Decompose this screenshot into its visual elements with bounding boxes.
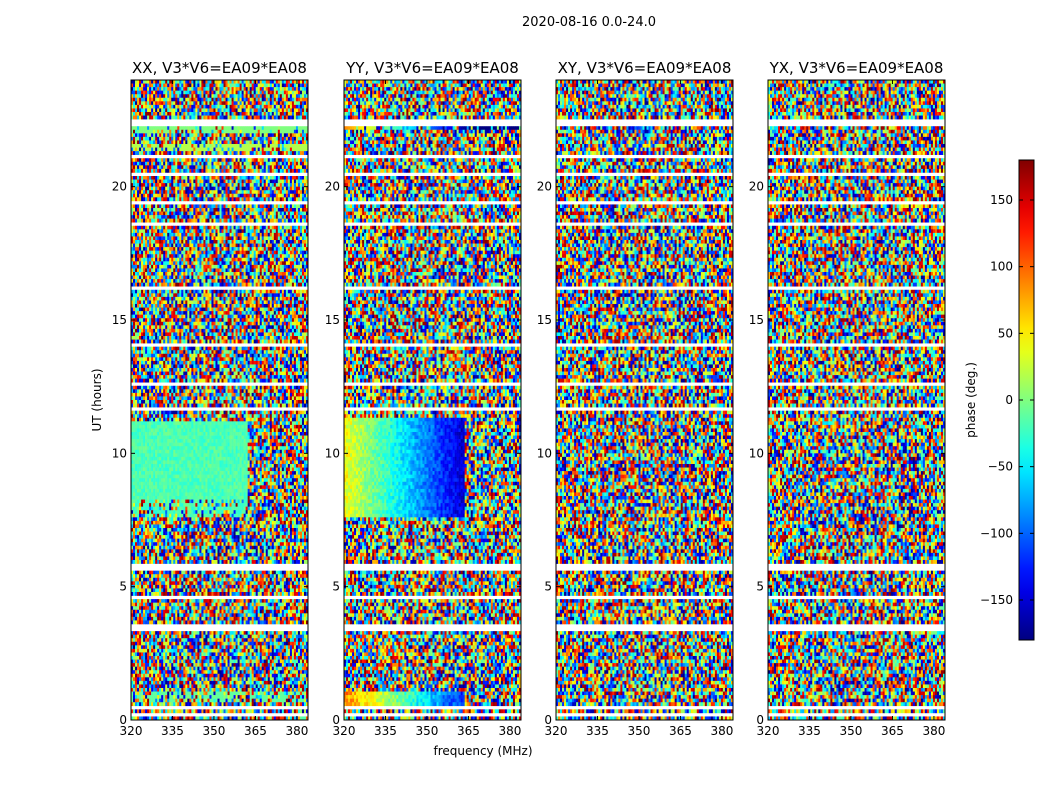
x-tick-label: 335	[374, 724, 397, 738]
x-tick-label: 335	[586, 724, 609, 738]
y-tick-label: 20	[325, 180, 340, 194]
panel-frame	[555, 79, 734, 721]
colorbar: 150 100 50 0 −50 −100 −150	[980, 159, 1035, 641]
colorbar-tick-label: −100	[980, 526, 1013, 540]
x-tick-label: 335	[798, 724, 821, 738]
x-tick-label: 380	[498, 724, 521, 738]
x-tick-label: 380	[285, 724, 308, 738]
panels: XX, V3*V6=EA09*EA08 320 335 350 365 380 0 5 10 15…	[112, 59, 946, 738]
y-tick-label: 0	[332, 713, 340, 727]
y-tick-label: 15	[537, 313, 552, 327]
y-tick-label: 10	[537, 446, 552, 460]
y-tick-label: 10	[749, 446, 764, 460]
x-tick-label: 335	[161, 724, 184, 738]
panel-title: XX, V3*V6=EA09*EA08	[132, 59, 307, 77]
y-tick-label: 0	[756, 713, 764, 727]
x-tick-label: 365	[244, 724, 267, 738]
panel-0: XX, V3*V6=EA09*EA08 320 335 350 365 380 0 5 10 15…	[112, 59, 309, 738]
x-tick-label: 350	[628, 724, 651, 738]
panel-frame	[343, 79, 522, 721]
y-tick-label: 20	[749, 180, 764, 194]
panel-title: YX, V3*V6=EA09*EA08	[769, 59, 944, 77]
x-tick-label: 320	[757, 724, 780, 738]
panel-heatmap	[131, 80, 308, 720]
x-tick-label: 365	[881, 724, 904, 738]
x-axis-label: frequency (MHz)	[433, 744, 532, 758]
colorbar-tick-label: 150	[990, 193, 1013, 207]
colorbar-label: phase (deg.)	[964, 362, 978, 438]
y-tick-label: 5	[544, 580, 552, 594]
panel-3: YX, V3*V6=EA09*EA08 320 335 350 365 380 0 5 10 15…	[749, 59, 946, 738]
panel-heatmap	[556, 80, 733, 720]
figure-suptitle: 2020-08-16 0.0-24.0	[522, 15, 656, 30]
x-tick-label: 320	[545, 724, 568, 738]
colorbar-tick-label: 100	[990, 260, 1013, 274]
y-tick-label: 15	[749, 313, 764, 327]
panel-heatmap	[344, 80, 521, 720]
panel-frame	[130, 79, 309, 721]
x-tick-label: 380	[710, 724, 733, 738]
y-tick-label: 5	[119, 580, 127, 594]
y-tick-label: 10	[325, 446, 340, 460]
x-tick-label: 350	[416, 724, 439, 738]
y-tick-label: 10	[112, 446, 127, 460]
panel-1: YY, V3*V6=EA09*EA08 320 335 350 365 380 0 5 10 15…	[325, 59, 522, 738]
colorbar-tick-label: 0	[1005, 393, 1013, 407]
panel-2: XY, V3*V6=EA09*EA08 320 335 350 365 380 0 5 10 15…	[537, 59, 734, 738]
x-tick-label: 350	[203, 724, 226, 738]
y-tick-label: 20	[112, 180, 127, 194]
x-tick-label: 365	[669, 724, 692, 738]
panel-heatmap	[768, 80, 945, 720]
y-tick-label: 15	[112, 313, 127, 327]
x-tick-label: 350	[840, 724, 863, 738]
y-tick-label: 5	[756, 580, 764, 594]
colorbar-tick-label: −50	[988, 460, 1013, 474]
x-tick-label: 320	[333, 724, 356, 738]
panel-frame	[767, 79, 946, 721]
panel-title: YY, V3*V6=EA09*EA08	[345, 59, 519, 77]
x-tick-label: 365	[457, 724, 480, 738]
x-tick-label: 320	[120, 724, 143, 738]
y-axis-label: UT (hours)	[90, 368, 104, 431]
panel-title: XY, V3*V6=EA09*EA08	[558, 59, 732, 77]
y-tick-label: 15	[325, 313, 340, 327]
x-tick-label: 380	[922, 724, 945, 738]
y-tick-label: 0	[119, 713, 127, 727]
colorbar-tick-label: −150	[980, 593, 1013, 607]
y-tick-label: 20	[537, 180, 552, 194]
y-tick-label: 5	[332, 580, 340, 594]
y-tick-label: 0	[544, 713, 552, 727]
colorbar-tick-label: 50	[998, 326, 1013, 340]
